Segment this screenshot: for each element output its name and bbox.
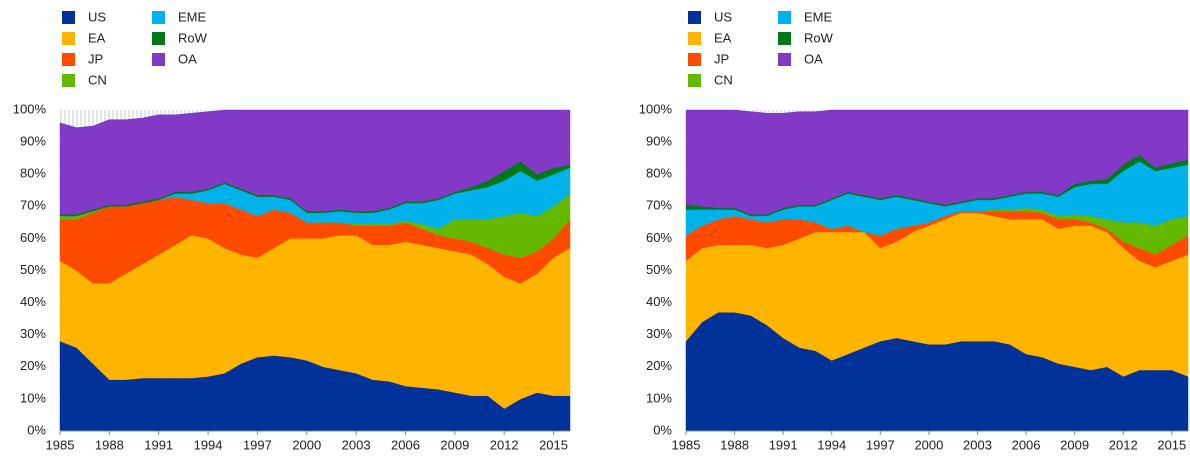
y-tick-label: 50% [646, 262, 672, 277]
x-tick-label: 2009 [440, 437, 469, 452]
y-tick-label: 30% [646, 326, 672, 341]
x-tick-label: 1985 [46, 437, 75, 452]
legend-swatch [688, 11, 701, 24]
x-tick-label: 1988 [95, 437, 124, 452]
x-tick-label: 2015 [539, 437, 568, 452]
legend-swatch [62, 11, 75, 24]
x-tick-label: 1988 [720, 437, 749, 452]
x-tick-label: 2003 [963, 437, 992, 452]
x-tick-label: 2012 [490, 437, 519, 452]
legend-swatch [62, 74, 75, 87]
x-tick-label: 2000 [914, 437, 943, 452]
y-tick-label: 90% [20, 134, 46, 149]
legend-label: OA [804, 51, 823, 66]
y-tick-label: 90% [646, 134, 672, 149]
legend-label: OA [178, 51, 197, 66]
area [685, 109, 1189, 215]
x-tick-label: 2003 [342, 437, 371, 452]
x-tick-label: 1994 [194, 437, 223, 452]
x-tick-label: 1991 [144, 437, 173, 452]
legend-label: CN [714, 72, 733, 87]
y-tick-label: 0% [653, 422, 672, 437]
y-tick-label: 40% [646, 294, 672, 309]
legend-swatch [688, 74, 701, 87]
legend-swatch [62, 32, 75, 45]
legend-label: EA [714, 30, 732, 45]
y-tick-label: 10% [646, 390, 672, 405]
legend-label: EA [88, 30, 106, 45]
legend-label: JP [88, 51, 103, 66]
legend-swatch [688, 53, 701, 66]
legend-label: EME [804, 9, 833, 24]
legend-label: RoW [804, 30, 834, 45]
y-tick-label: 70% [646, 198, 672, 213]
legend-swatch [152, 32, 165, 45]
legend-swatch [778, 32, 791, 45]
x-tick-label: 1994 [817, 437, 846, 452]
y-tick-label: 80% [20, 166, 46, 181]
legend-swatch [152, 11, 165, 24]
y-tick-label: 60% [646, 230, 672, 245]
x-tick-label: 2006 [1012, 437, 1041, 452]
legend-label: RoW [178, 30, 208, 45]
y-tick-label: 70% [20, 198, 46, 213]
legend-label: US [714, 9, 732, 24]
y-tick-label: 20% [20, 358, 46, 373]
legend-label: EME [178, 9, 207, 24]
legend-swatch [688, 32, 701, 45]
y-tick-label: 80% [646, 166, 672, 181]
x-tick-label: 2012 [1109, 437, 1138, 452]
x-tick-label: 2000 [292, 437, 321, 452]
x-tick-label: 1997 [866, 437, 895, 452]
x-tick-label: 2015 [1157, 437, 1186, 452]
x-tick-label: 2009 [1060, 437, 1089, 452]
y-tick-label: 100% [13, 101, 47, 116]
y-tick-label: 50% [20, 262, 46, 277]
area [59, 109, 571, 215]
x-tick-label: 2006 [391, 437, 420, 452]
x-tick-label: 1985 [672, 437, 701, 452]
y-tick-label: 100% [639, 101, 673, 116]
legend-swatch [778, 11, 791, 24]
x-tick-label: 1997 [243, 437, 272, 452]
y-tick-label: 40% [20, 294, 46, 309]
y-tick-label: 10% [20, 390, 46, 405]
y-tick-label: 60% [20, 230, 46, 245]
y-tick-label: 20% [646, 358, 672, 373]
legend-label: JP [714, 51, 729, 66]
legend-swatch [778, 53, 791, 66]
x-tick-label: 1991 [769, 437, 798, 452]
legend-label: US [88, 9, 106, 24]
legend-swatch [152, 53, 165, 66]
legend-label: CN [88, 72, 107, 87]
y-tick-label: 0% [27, 422, 46, 437]
legend-swatch [62, 53, 75, 66]
y-tick-label: 30% [20, 326, 46, 341]
